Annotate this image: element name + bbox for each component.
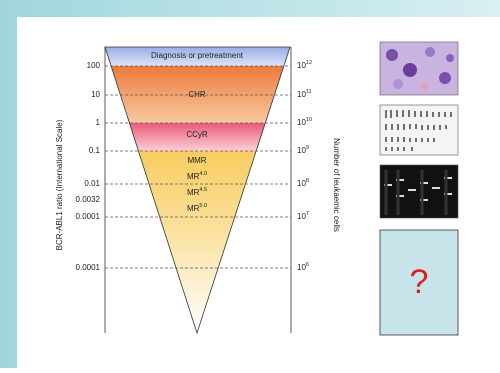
left-label: 0.01	[84, 179, 100, 188]
question-mark: ?	[410, 263, 429, 301]
left-label: 100	[87, 61, 101, 70]
left-label: 0.0001	[76, 212, 101, 221]
zone-label: Diagnosis or pretreatment	[151, 51, 244, 60]
response-label: MMR	[187, 156, 206, 165]
left-label: 0.0001	[76, 263, 101, 272]
left-label: 0.0032	[76, 195, 101, 204]
left-label: 1	[96, 118, 101, 127]
left-label: 10	[91, 90, 100, 99]
left-label: 0.1	[89, 146, 101, 155]
gel	[380, 165, 458, 218]
diagram: 100 10 1 0.1 0.01 0.0032 0.0001 0.0001 1…	[0, 0, 500, 368]
karyotype	[380, 105, 458, 155]
zone-label: CCyR	[186, 130, 208, 139]
left-axis-title: BCR-ABL1 ratio (International Scale)	[55, 119, 64, 250]
zone-label: CHR	[188, 90, 206, 99]
right-axis-title: Number of leukaemic cells	[332, 138, 341, 232]
micrograph	[380, 42, 458, 95]
